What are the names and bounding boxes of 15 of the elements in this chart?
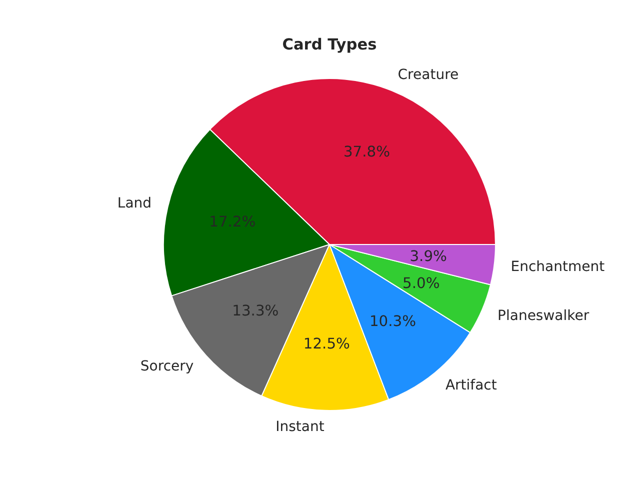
data-label: 17.2% bbox=[209, 214, 256, 231]
slice-label: Artifact bbox=[445, 378, 498, 394]
data-label: 12.5% bbox=[303, 336, 350, 353]
data-label: 37.8% bbox=[343, 144, 390, 161]
slice-label: Instant bbox=[276, 419, 325, 436]
chart-title: Card Types bbox=[282, 36, 377, 54]
slice-label: Land bbox=[117, 196, 152, 212]
data-label: 5.0% bbox=[402, 274, 440, 292]
slice-label: Sorcery bbox=[140, 358, 194, 375]
data-label: 3.9% bbox=[410, 248, 448, 266]
slice-label: Creature bbox=[398, 67, 459, 84]
slice-label: Planeswalker bbox=[498, 308, 590, 324]
data-label: 13.3% bbox=[232, 302, 279, 320]
slice-label: Enchantment bbox=[510, 258, 606, 275]
data-label: 10.3% bbox=[369, 312, 416, 330]
